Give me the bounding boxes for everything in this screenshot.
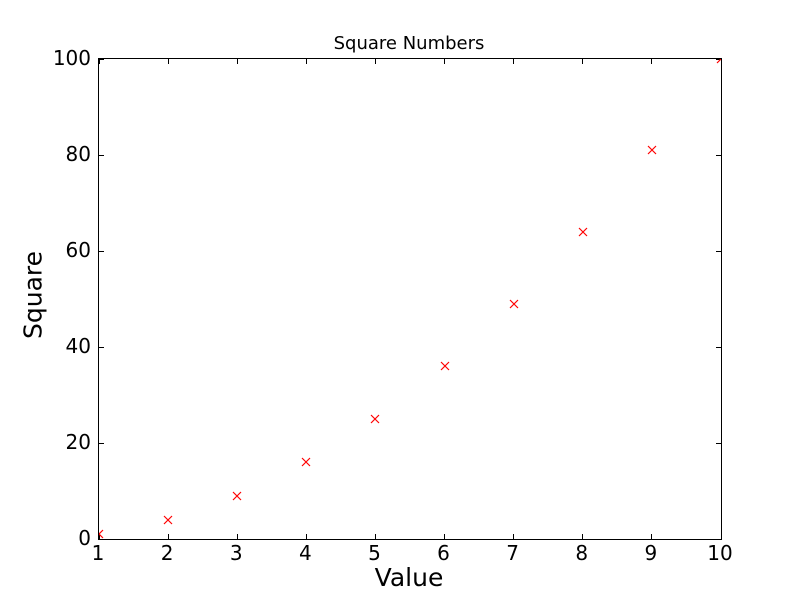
- x-tick-mark-top: [305, 59, 307, 64]
- x-tick-mark-top: [582, 59, 584, 64]
- y-tick-mark-left: [99, 538, 104, 539]
- x-tick-mark-top: [167, 59, 169, 64]
- y-tick-mark-right: [716, 154, 721, 156]
- x-tick-mark-bottom: [513, 534, 515, 539]
- y-tick-mark-left: [99, 250, 104, 252]
- x-tick-mark-bottom: [374, 534, 376, 539]
- y-tick-mark-right: [716, 538, 721, 539]
- y-tick-mark-right: [716, 442, 721, 444]
- y-tick-label: 40: [65, 334, 91, 358]
- x-tick-mark-top: [374, 59, 376, 64]
- x-tick-label: 1: [91, 541, 105, 565]
- y-tick-mark-left: [99, 59, 104, 60]
- x-tick-label: 3: [229, 541, 243, 565]
- x-tick-mark-bottom: [305, 534, 307, 539]
- y-tick-mark-right: [716, 346, 721, 348]
- x-tick-mark-bottom: [720, 534, 721, 539]
- data-point-marker: [508, 298, 519, 309]
- chart-title: Square Numbers: [333, 33, 485, 54]
- y-tick-label: 20: [65, 430, 91, 454]
- x-tick-label: 6: [437, 541, 450, 565]
- y-tick-mark-right: [716, 59, 721, 60]
- data-point-marker: [99, 529, 105, 539]
- y-tick-label: 0: [78, 526, 91, 550]
- y-tick-label: 60: [65, 238, 91, 262]
- data-point-marker: [232, 490, 243, 501]
- x-tick-mark-top: [236, 59, 238, 64]
- plot-area: [98, 58, 722, 540]
- data-point-marker: [577, 226, 588, 237]
- x-tick-mark-top: [720, 59, 721, 64]
- x-tick-label: 4: [298, 541, 312, 565]
- x-tick-label: 5: [368, 541, 381, 565]
- x-tick-mark-bottom: [582, 534, 584, 539]
- x-tick-mark-top: [651, 59, 653, 64]
- data-point-marker: [646, 145, 657, 156]
- data-point-marker: [439, 361, 450, 372]
- x-tick-mark-bottom: [167, 534, 169, 539]
- y-axis-label: Square: [18, 250, 48, 340]
- data-point-marker: [716, 59, 721, 65]
- data-point-marker: [163, 514, 174, 525]
- y-tick-label: 80: [65, 142, 91, 166]
- x-tick-mark-bottom: [99, 534, 100, 539]
- x-axis-label: Value: [374, 563, 444, 592]
- x-tick-label: 7: [506, 541, 520, 565]
- y-tick-mark-left: [99, 442, 104, 444]
- x-tick-mark-bottom: [444, 534, 446, 539]
- data-point-marker: [370, 414, 381, 425]
- y-tick-mark-left: [99, 154, 104, 156]
- data-point-marker: [301, 457, 312, 468]
- x-tick-mark-top: [513, 59, 515, 64]
- y-tick-label: 100: [52, 46, 91, 70]
- x-tick-label: 9: [644, 541, 658, 565]
- x-tick-label: 2: [160, 541, 174, 565]
- x-tick-mark-top: [99, 59, 100, 64]
- y-tick-mark-right: [716, 250, 721, 252]
- x-tick-mark-bottom: [651, 534, 653, 539]
- x-tick-label: 10: [707, 541, 733, 565]
- x-tick-mark-bottom: [236, 534, 238, 539]
- x-tick-mark-top: [444, 59, 446, 64]
- x-tick-label: 8: [575, 541, 589, 565]
- y-tick-mark-left: [99, 346, 104, 348]
